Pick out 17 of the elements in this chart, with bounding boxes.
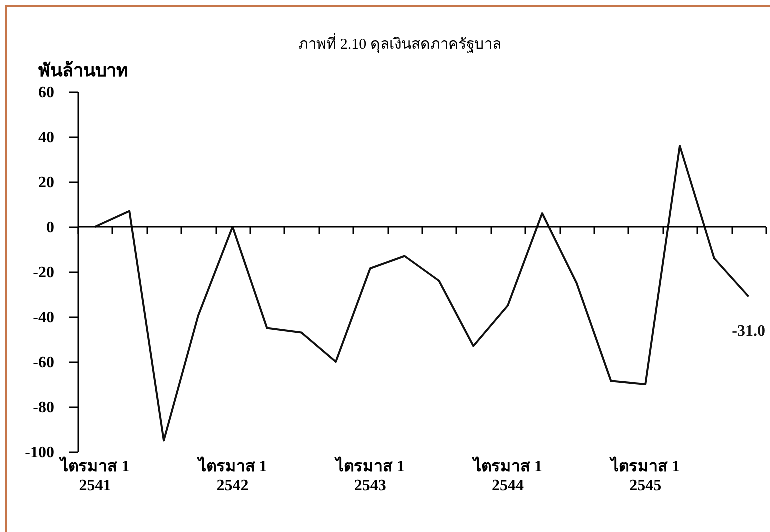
y-tick-label: 40	[38, 130, 54, 146]
y-axis-title: พันล้านบาท	[38, 60, 128, 80]
y-tick-label: 60	[38, 84, 54, 102]
chart-title: ภาพที่ 2.10 ดุลเงินสดภาครัฐบาล	[298, 33, 502, 54]
x-tick-label: ไตรมาส 1 2543	[334, 456, 405, 494]
y-tick-label: -20	[33, 264, 54, 282]
y-tick-label: 0	[46, 220, 54, 236]
y-tick-label: -80	[33, 400, 54, 416]
y-tick-label: -60	[33, 354, 54, 372]
data-label: -31.0	[732, 322, 766, 340]
x-tick-label: ไตรมาส 1 2544	[472, 456, 542, 494]
x-tick-label: ไตรมาส 1 2541	[58, 456, 130, 494]
y-tick-label: 20	[38, 174, 54, 192]
x-tick-label: ไตรมาส 1 2542	[196, 456, 268, 494]
y-tick-label: -100	[25, 444, 54, 462]
x-tick-label: ไตรมาส 1 2545	[609, 456, 680, 494]
y-tick-label: -40	[33, 310, 54, 326]
